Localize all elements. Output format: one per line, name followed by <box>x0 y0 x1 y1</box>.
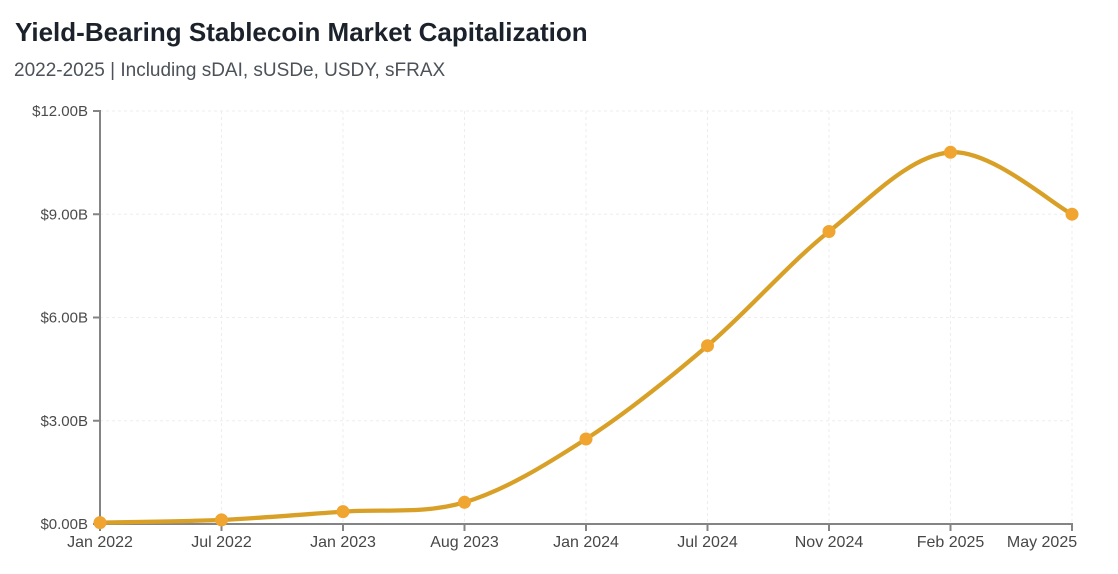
svg-text:$12.00B: $12.00B <box>32 103 88 120</box>
svg-text:$9.00B: $9.00B <box>40 206 88 223</box>
svg-text:Aug 2023: Aug 2023 <box>430 534 499 551</box>
svg-text:Jul 2024: Jul 2024 <box>677 534 738 551</box>
svg-text:$3.00B: $3.00B <box>40 413 88 430</box>
svg-text:$6.00B: $6.00B <box>40 310 88 327</box>
svg-text:Feb 2025: Feb 2025 <box>917 534 985 551</box>
svg-text:May 2025: May 2025 <box>1007 534 1077 551</box>
svg-text:Jul 2022: Jul 2022 <box>191 534 252 551</box>
svg-text:Jan 2022: Jan 2022 <box>67 534 133 551</box>
svg-text:$0.00B: $0.00B <box>40 516 88 533</box>
svg-text:Jan 2024: Jan 2024 <box>553 534 619 551</box>
svg-text:Nov 2024: Nov 2024 <box>795 534 864 551</box>
svg-text:Jan 2023: Jan 2023 <box>310 534 376 551</box>
